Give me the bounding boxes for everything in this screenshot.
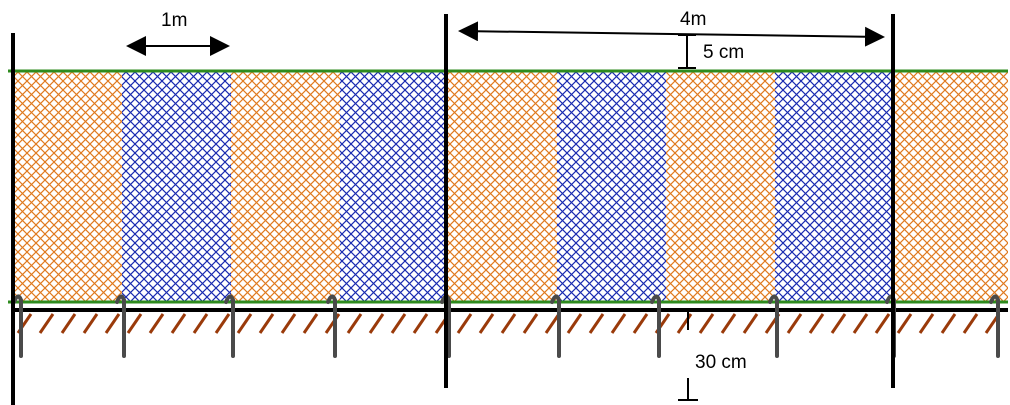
hatch-mark	[566, 313, 583, 334]
hatch-mark	[324, 313, 341, 334]
burial-depth-label: 30 cm	[695, 352, 747, 373]
hatch-mark	[896, 313, 913, 334]
hatch-mark	[544, 313, 561, 334]
hatch-mark	[302, 313, 319, 334]
hatch-mark	[390, 313, 407, 334]
ground-hatch	[16, 313, 1001, 334]
peg	[115, 294, 126, 358]
hatch-mark	[236, 313, 253, 334]
hatch-mark	[522, 313, 539, 334]
hatch-mark	[192, 313, 209, 334]
hatch-mark	[742, 313, 759, 334]
hatch-mark	[412, 313, 429, 334]
hatch-mark	[346, 313, 363, 334]
hatch-mark	[940, 313, 957, 334]
mesh-panel-blue	[557, 71, 666, 302]
hatch-mark	[478, 313, 495, 334]
peg	[224, 294, 235, 358]
hatch-mark	[610, 313, 627, 334]
burial-depth-marker	[678, 312, 698, 401]
hatch-mark	[280, 313, 297, 334]
mesh-panel-orange	[13, 71, 122, 302]
peg	[550, 294, 561, 358]
hatch-mark	[258, 313, 275, 334]
mesh-panel-blue	[122, 71, 231, 302]
post-spacing-arrow	[458, 21, 885, 47]
hatch-mark	[60, 313, 77, 334]
hatch-mark	[720, 313, 737, 334]
mesh-panel-orange	[231, 71, 340, 302]
hatch-mark	[676, 313, 693, 334]
hatch-mark	[368, 313, 385, 334]
panel-width-label: 1m	[161, 10, 187, 31]
mesh-panel-orange	[446, 71, 557, 302]
top-gap-label: 5 cm	[703, 42, 744, 63]
peg	[12, 294, 23, 358]
mesh-panel-orange	[893, 71, 1008, 302]
hatch-mark	[148, 313, 165, 334]
post-spacing-label: 4m	[680, 9, 706, 30]
hatch-mark	[918, 313, 935, 334]
hatch-mark	[808, 313, 825, 334]
hatch-mark	[962, 313, 979, 334]
hatch-mark	[698, 313, 715, 334]
hatch-mark	[874, 313, 891, 334]
hatch-mark	[632, 313, 649, 334]
hatch-mark	[126, 313, 143, 334]
mesh-panel-blue	[340, 71, 446, 302]
hatch-mark	[170, 313, 187, 334]
peg	[326, 294, 337, 358]
hatch-mark	[38, 313, 55, 334]
hatch-mark	[456, 313, 473, 334]
hatch-mark	[214, 313, 231, 334]
hatch-mark	[588, 313, 605, 334]
hatch-mark	[786, 313, 803, 334]
hatch-mark	[104, 313, 121, 334]
peg	[650, 294, 661, 358]
mesh-panel-orange	[666, 71, 775, 302]
peg	[768, 294, 779, 358]
hatch-mark	[830, 313, 847, 334]
mesh-panels	[13, 71, 1008, 302]
hatch-mark	[852, 313, 869, 334]
mesh-panel-blue	[775, 71, 893, 302]
hatch-mark	[82, 313, 99, 334]
top-gap-marker	[678, 34, 696, 69]
peg	[989, 294, 1000, 358]
hatch-mark	[500, 313, 517, 334]
